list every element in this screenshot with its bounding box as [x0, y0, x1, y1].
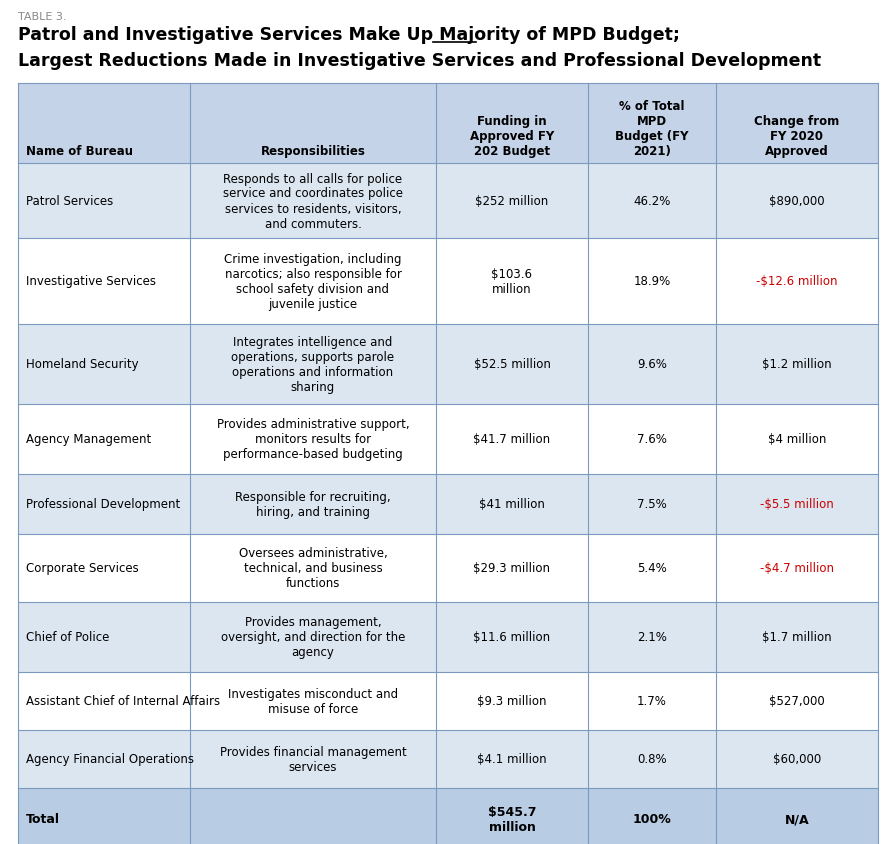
- Text: -$5.5 million: -$5.5 million: [759, 498, 833, 511]
- Text: -$4.7 million: -$4.7 million: [759, 562, 833, 575]
- Text: $1.7 million: $1.7 million: [762, 630, 831, 644]
- Text: Oversees administrative,
technical, and business
functions: Oversees administrative, technical, and …: [239, 547, 387, 590]
- Text: Chief of Police: Chief of Police: [26, 630, 109, 644]
- Text: Name of Bureau: Name of Bureau: [26, 145, 133, 158]
- Text: $9.3 million: $9.3 million: [477, 695, 546, 707]
- Text: $11.6 million: $11.6 million: [473, 630, 550, 644]
- Text: 7.5%: 7.5%: [637, 498, 666, 511]
- Text: Agency Financial Operations: Agency Financial Operations: [26, 753, 194, 766]
- Text: Responsible for recruiting,
hiring, and training: Responsible for recruiting, hiring, and …: [235, 490, 391, 518]
- Text: 1.7%: 1.7%: [637, 695, 666, 707]
- Bar: [18, 164, 877, 239]
- Text: $52.5 million: $52.5 million: [473, 358, 550, 371]
- Text: Provides management,
oversight, and direction for the
agency: Provides management, oversight, and dire…: [221, 616, 405, 658]
- Text: Assistant Chief of Internal Affairs: Assistant Chief of Internal Affairs: [26, 695, 220, 707]
- Text: 18.9%: 18.9%: [633, 275, 670, 288]
- Text: 46.2%: 46.2%: [633, 195, 670, 208]
- Text: Crime investigation, including
narcotics; also responsible for
school safety div: Crime investigation, including narcotics…: [224, 252, 401, 311]
- Text: N/A: N/A: [784, 813, 808, 825]
- Text: Responsibilities: Responsibilities: [260, 145, 365, 158]
- Text: $4.1 million: $4.1 million: [477, 753, 546, 766]
- Bar: [18, 404, 877, 474]
- Bar: [18, 534, 877, 603]
- Text: $252 million: $252 million: [475, 195, 548, 208]
- Text: $29.3 million: $29.3 million: [473, 562, 550, 575]
- Text: Investigative Services: Investigative Services: [26, 275, 156, 288]
- Text: Investigates misconduct and
misuse of force: Investigates misconduct and misuse of fo…: [228, 687, 398, 715]
- Text: Provides administrative support,
monitors results for
performance-based budgetin: Provides administrative support, monitor…: [216, 418, 409, 461]
- Text: -$12.6 million: -$12.6 million: [755, 275, 837, 288]
- Text: $41.7 million: $41.7 million: [473, 433, 550, 446]
- Text: Integrates intelligence and
operations, supports parole
operations and informati: Integrates intelligence and operations, …: [232, 336, 394, 393]
- Bar: [18, 474, 877, 534]
- Text: TABLE 3.: TABLE 3.: [18, 12, 66, 22]
- Text: Change from
FY 2020
Approved: Change from FY 2020 Approved: [754, 115, 839, 158]
- Text: Largest Reductions Made in Investigative Services and Professional Development: Largest Reductions Made in Investigative…: [18, 52, 820, 70]
- Text: 2.1%: 2.1%: [637, 630, 666, 644]
- Text: Homeland Security: Homeland Security: [26, 358, 139, 371]
- Text: Agency Management: Agency Management: [26, 433, 151, 446]
- Bar: [18, 730, 877, 788]
- Text: 0.8%: 0.8%: [637, 753, 666, 766]
- Text: 5.4%: 5.4%: [637, 562, 666, 575]
- Text: Professional Development: Professional Development: [26, 498, 180, 511]
- Bar: [18, 84, 877, 164]
- Text: Corporate Services: Corporate Services: [26, 562, 139, 575]
- Text: $60,000: $60,000: [772, 753, 820, 766]
- Text: $545.7
million: $545.7 million: [487, 805, 536, 833]
- Text: Provides financial management
services: Provides financial management services: [219, 745, 406, 773]
- Bar: [18, 672, 877, 730]
- Text: $103.6
million: $103.6 million: [491, 268, 532, 295]
- Text: Responds to all calls for police
service and coordinates police
services to resi: Responds to all calls for police service…: [223, 172, 402, 230]
- Text: $890,000: $890,000: [768, 195, 824, 208]
- Bar: [18, 603, 877, 672]
- Text: Funding in
Approved FY
202 Budget: Funding in Approved FY 202 Budget: [469, 115, 553, 158]
- Text: $1.2 million: $1.2 million: [762, 358, 831, 371]
- Bar: [18, 325, 877, 404]
- Bar: [18, 788, 877, 844]
- Text: $4 million: $4 million: [767, 433, 825, 446]
- Text: 7.6%: 7.6%: [637, 433, 666, 446]
- Text: $527,000: $527,000: [768, 695, 824, 707]
- Text: Patrol Services: Patrol Services: [26, 195, 114, 208]
- Text: $41 million: $41 million: [478, 498, 544, 511]
- Text: Total: Total: [26, 813, 60, 825]
- Bar: [18, 239, 877, 325]
- Text: % of Total
MPD
Budget (FY
2021): % of Total MPD Budget (FY 2021): [614, 100, 688, 158]
- Text: Patrol and Investigative Services Make Up Majority of MPD Budget;: Patrol and Investigative Services Make U…: [18, 26, 679, 44]
- Text: 100%: 100%: [632, 813, 670, 825]
- Text: 9.6%: 9.6%: [637, 358, 666, 371]
